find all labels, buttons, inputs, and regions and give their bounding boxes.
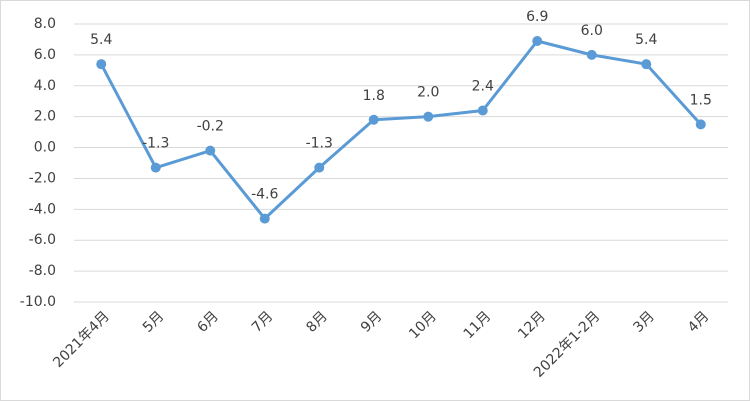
series-line [99, 39, 702, 221]
data-label: 2.0 [417, 85, 439, 101]
y-tick-label: -10.0 [20, 294, 56, 310]
y-tick-label: -8.0 [29, 263, 56, 279]
data-label: -1.3 [306, 136, 333, 152]
y-tick-label: 2.0 [34, 109, 56, 125]
data-label: -4.6 [251, 187, 278, 203]
y-tick-label: 8.0 [34, 16, 56, 32]
y-tick-label: 0.0 [34, 140, 56, 156]
data-label: 6.0 [581, 23, 603, 39]
data-label: -1.3 [142, 136, 169, 152]
data-point [205, 145, 216, 156]
data-label: 5.4 [635, 32, 657, 48]
data-point [96, 59, 107, 70]
data-point [314, 162, 325, 173]
data-point [477, 105, 488, 116]
y-tick-label: -2.0 [29, 170, 56, 186]
data-point [150, 162, 161, 173]
data-label: 1.5 [690, 92, 712, 108]
y-tick-label: 4.0 [34, 78, 56, 94]
data-point [695, 119, 706, 130]
data-label: 1.8 [363, 88, 385, 104]
y-tick-label: -6.0 [29, 232, 56, 248]
data-label: 6.9 [526, 9, 548, 25]
y-tick-label: -4.0 [29, 201, 56, 217]
data-point [641, 59, 652, 70]
y-tick-label: 6.0 [34, 47, 56, 63]
data-point [259, 213, 270, 224]
data-point [586, 49, 597, 60]
data-point [368, 114, 379, 125]
data-point [423, 111, 434, 122]
data-point [532, 35, 543, 46]
data-label: -0.2 [197, 119, 224, 135]
data-label: 2.4 [472, 78, 494, 94]
data-label: 5.4 [90, 32, 112, 48]
